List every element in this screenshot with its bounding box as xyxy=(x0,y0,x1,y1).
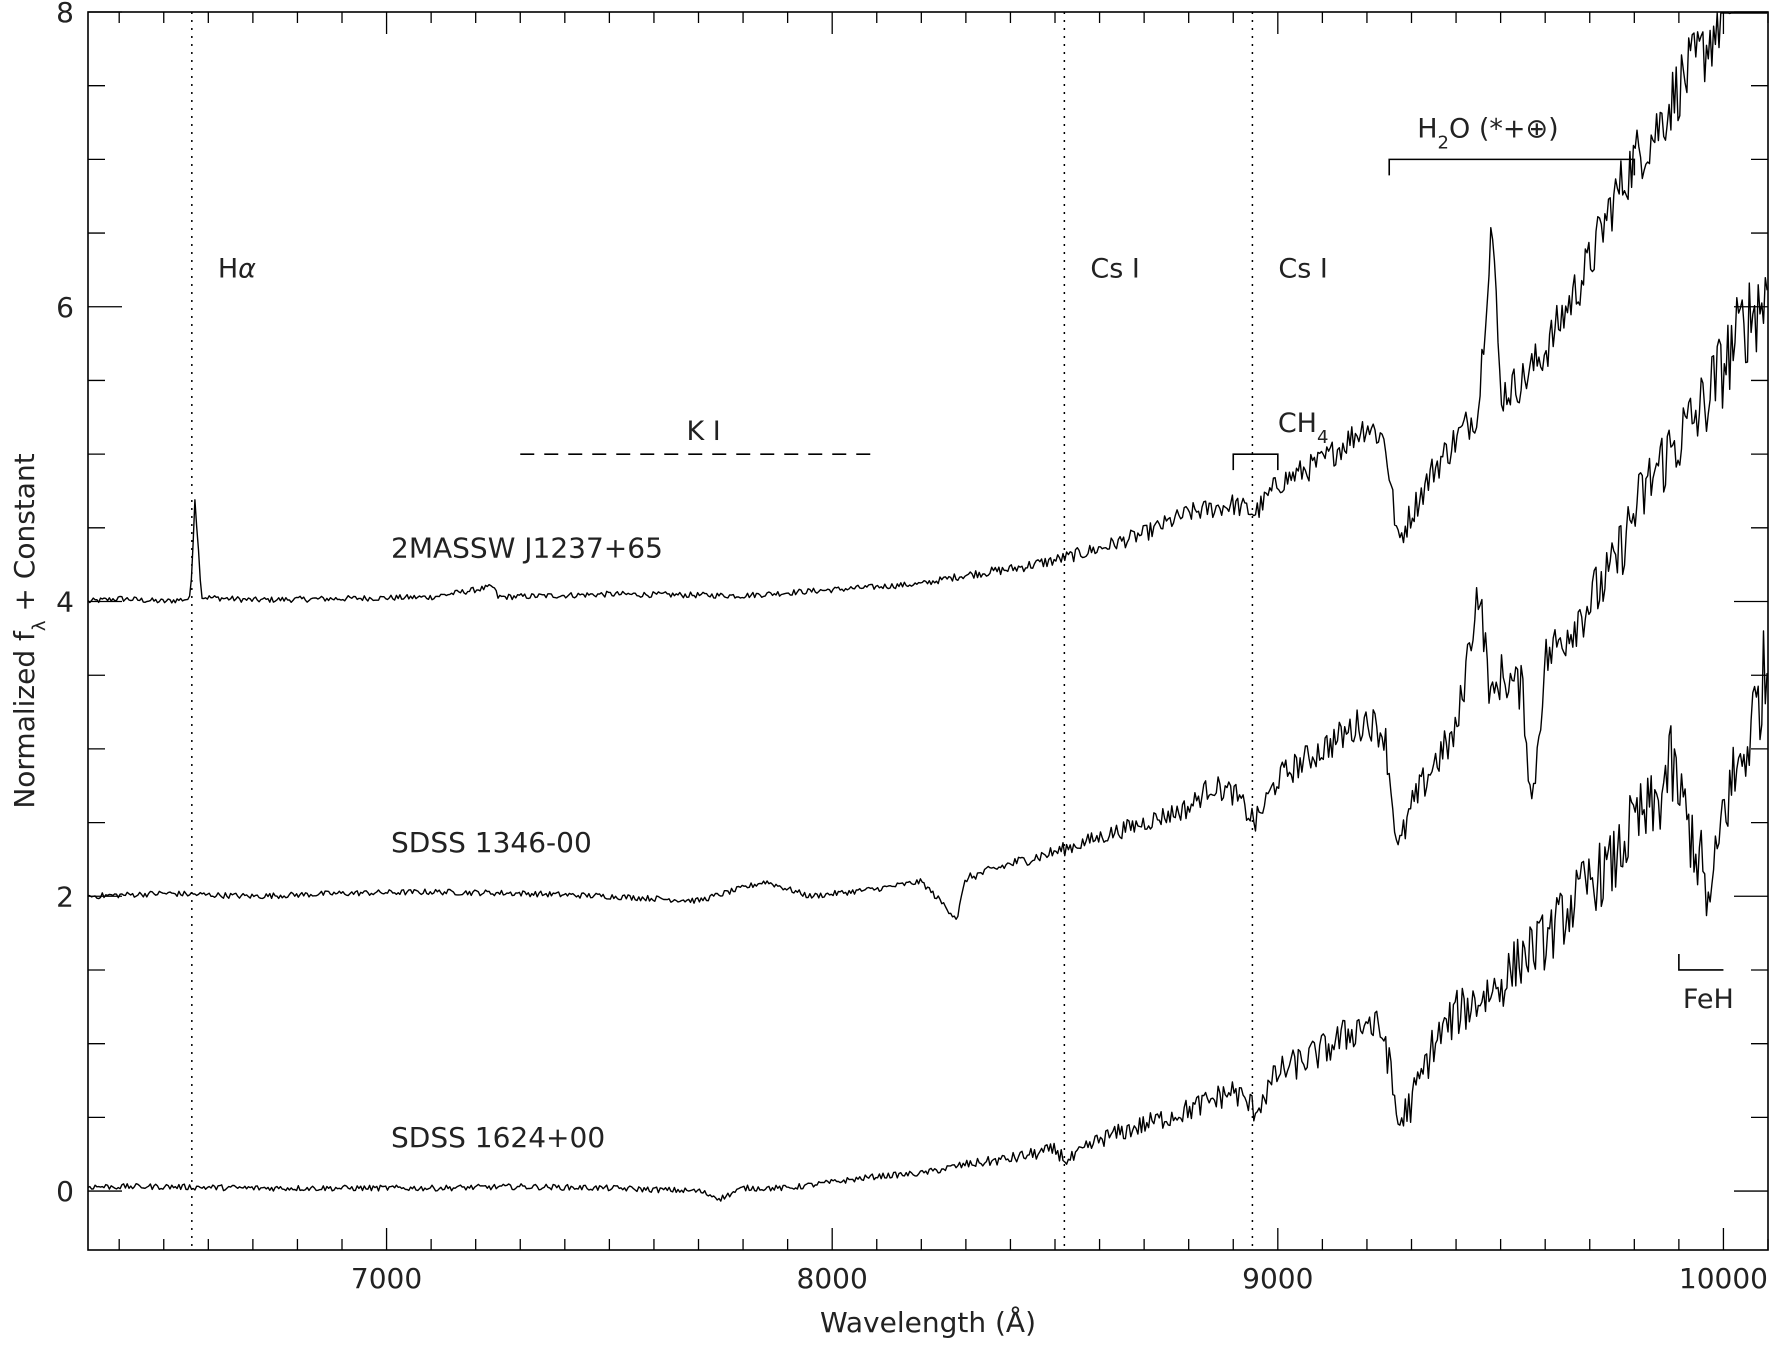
x-tick-label: 9000 xyxy=(1242,1262,1313,1295)
series-name-label: SDSS 1624+00 xyxy=(391,1121,605,1154)
x-tick-label: 10000 xyxy=(1679,1262,1768,1295)
y-tick-label: 2 xyxy=(56,880,74,913)
feature-label: CH4 xyxy=(1278,408,1329,448)
series-line xyxy=(87,630,1768,1202)
spectra-series xyxy=(87,12,1768,1202)
line-marker-label: Cs I xyxy=(1278,253,1327,284)
line-marker-label: Cs I xyxy=(1090,253,1139,284)
line-marker-label: Hα xyxy=(218,253,256,284)
y-tick-label: 6 xyxy=(56,291,74,324)
y-tick-label: 0 xyxy=(56,1175,74,1208)
feature-label: H2O (*+⊕) xyxy=(1417,113,1558,153)
y-tick-label: 4 xyxy=(56,586,74,619)
feature-bracket xyxy=(1388,158,1636,176)
plot-frame xyxy=(87,11,1769,1251)
spectral-line-markers: Hα Cs I Cs I K I CH4 H2O (*+⊕) FeH xyxy=(191,12,1734,1250)
series-line xyxy=(87,277,1768,920)
chart-labels: 2MASSW J1237+65 SDSS 1346-00 SDSS 1624+00 xyxy=(391,531,663,1154)
feature-bracket xyxy=(1678,953,1724,971)
x-axis-label: Wavelength (Å) xyxy=(820,1305,1036,1339)
y-tick-label: 8 xyxy=(56,0,74,29)
plot-border xyxy=(87,11,1769,1251)
feature-bracket xyxy=(1232,453,1279,471)
series-name-label: SDSS 1346-00 xyxy=(391,826,592,859)
x-tick-label: 8000 xyxy=(797,1262,868,1295)
y-axis-label: Normalized fλ + Constant xyxy=(8,453,50,808)
feature-label: FeH xyxy=(1683,984,1734,1015)
series-name-label: 2MASSW J1237+65 xyxy=(391,531,663,564)
feature-label: K I xyxy=(687,416,721,447)
axes: 7000 8000 9000 10000 0 2 4 6 8 Wavelength (Å) Norm… xyxy=(8,0,1769,1339)
x-tick-label: 7000 xyxy=(351,1262,422,1295)
series-line xyxy=(87,12,1768,604)
